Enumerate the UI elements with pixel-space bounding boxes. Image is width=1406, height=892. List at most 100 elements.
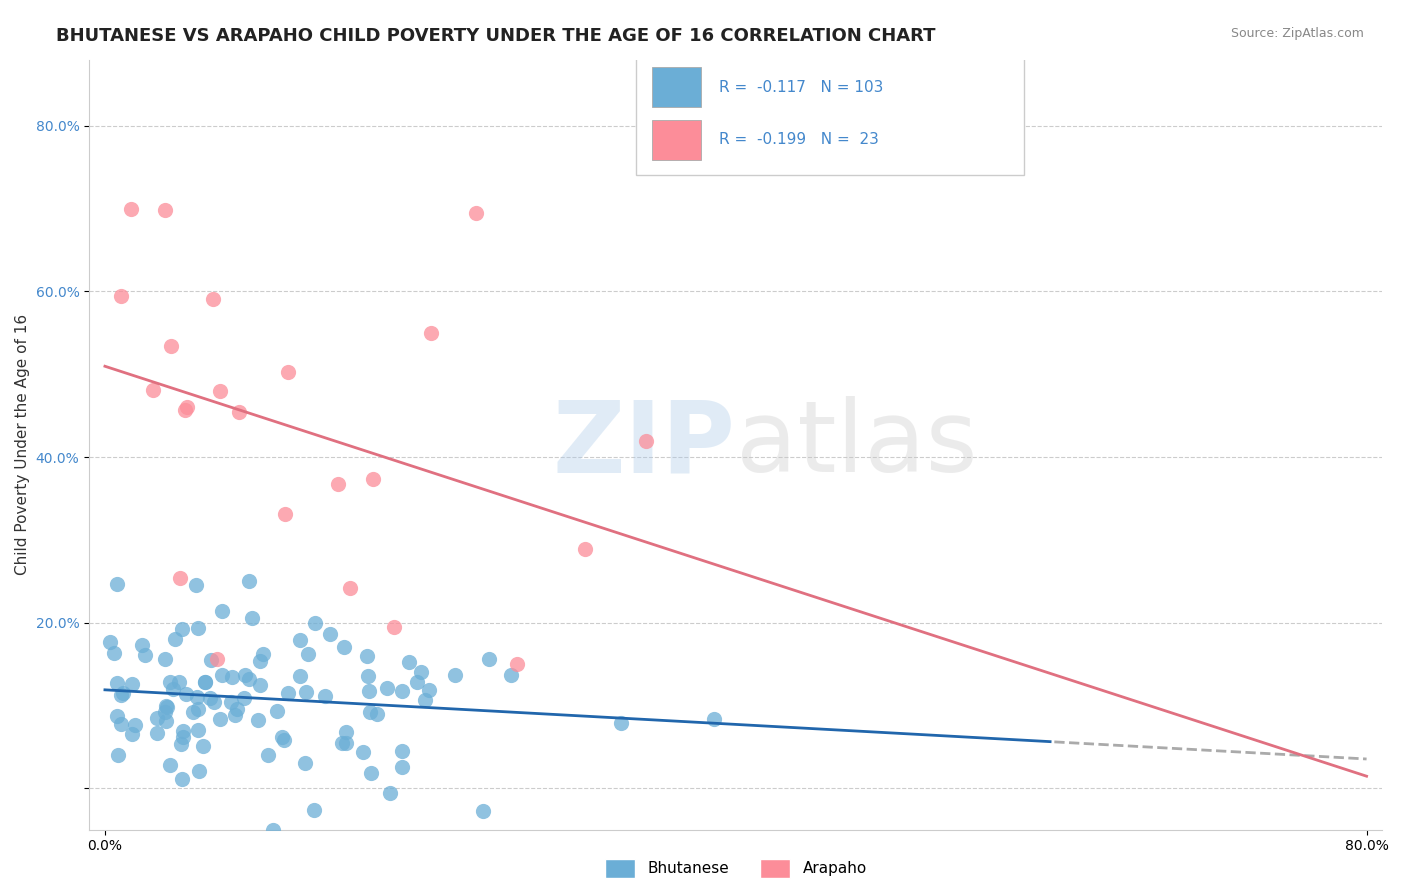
Point [297,648,319,662]
Point [107,747,129,762]
Point [208,712,231,726]
Point [176,687,198,701]
Point [339,582,361,596]
Point [176,400,198,414]
Point [105,709,128,723]
Point [155,698,177,713]
Point [238,574,260,589]
Point [200,653,222,667]
Point [103,646,125,660]
Point [105,676,128,690]
Point [363,472,385,486]
Point [110,288,132,302]
Point [226,702,249,716]
Point [703,711,725,725]
Point [411,665,433,679]
Point [240,611,263,625]
Point [170,737,193,751]
Point [304,615,326,630]
FancyBboxPatch shape [636,55,1024,175]
Point [159,757,181,772]
Point [194,674,217,689]
Point [163,632,186,647]
Point [187,621,209,635]
Point [120,202,142,216]
Legend: Bhutanese, Arapaho: Bhutanese, Arapaho [599,853,873,884]
Point [211,667,233,681]
Point [357,684,380,698]
FancyBboxPatch shape [652,120,700,160]
Point [202,695,225,709]
Point [172,731,194,745]
Point [359,705,381,719]
Point [271,730,294,744]
Point [153,202,176,217]
Point [162,682,184,697]
Point [413,693,436,707]
Point [209,384,232,398]
Point [246,714,269,728]
Point [366,706,388,721]
Point [333,640,356,655]
Point [356,648,378,663]
Point [172,622,194,636]
Point [266,705,288,719]
Point [249,654,271,668]
Point [145,726,167,740]
Point [170,772,193,787]
Point [277,365,299,379]
Point [382,620,405,634]
Point [274,507,297,521]
Point [294,756,316,770]
Point [273,733,295,747]
Point [233,691,256,706]
Point [335,724,357,739]
Point [159,339,181,353]
Point [302,803,325,817]
Point [419,326,441,341]
Point [634,434,657,448]
Point [186,690,208,705]
Point [110,689,132,703]
Point [153,652,176,666]
Point [205,652,228,666]
Point [610,716,633,731]
Point [314,689,336,703]
Point [172,724,194,739]
Point [295,685,318,699]
Point [121,676,143,690]
Point [211,604,233,618]
Point [464,206,486,220]
Point [391,744,413,758]
Point [471,804,494,818]
Point [319,627,342,641]
Point [142,383,165,397]
Point [326,477,349,491]
Point [121,727,143,741]
Point [391,760,413,774]
Point [288,632,311,647]
Text: R =  -0.199   N =  23: R = -0.199 N = 23 [718,132,879,147]
Point [184,577,207,591]
Point [277,686,299,700]
Point [124,718,146,732]
Point [187,723,209,737]
Y-axis label: Child Poverty Under the Age of 16: Child Poverty Under the Age of 16 [15,314,30,575]
Point [228,405,250,419]
Point [398,655,420,669]
Point [360,766,382,780]
Point [200,690,222,705]
Point [332,736,354,750]
Point [219,695,242,709]
Point [173,403,195,417]
Point [257,747,280,762]
Point [156,700,179,714]
Point [378,787,401,801]
Point [391,684,413,698]
Text: R =  -0.117   N = 103: R = -0.117 N = 103 [718,79,883,95]
Point [194,675,217,690]
Point [187,701,209,715]
Point [357,669,380,683]
Point [406,675,429,690]
Point [153,705,176,719]
